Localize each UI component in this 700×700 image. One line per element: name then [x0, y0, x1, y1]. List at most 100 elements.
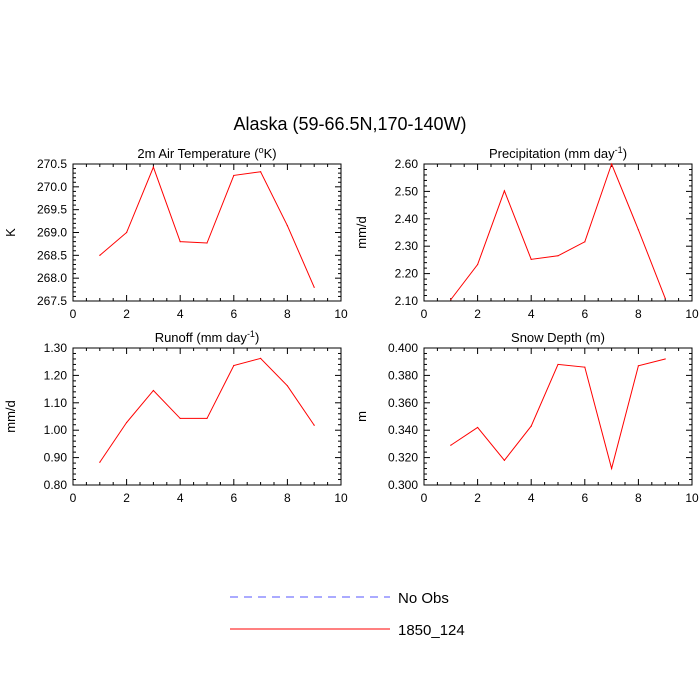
y-tick-label: 0.90: [44, 451, 68, 465]
data-point: [313, 424, 315, 426]
x-tick-label: 6: [581, 491, 588, 505]
legend-obs-label: No Obs: [398, 590, 449, 607]
y-axis-label: m: [354, 411, 369, 422]
x-tick-label: 2: [474, 491, 481, 505]
data-point: [450, 444, 452, 446]
y-tick-label: 1.00: [44, 423, 68, 437]
chart-panel-2: Precipitation (mm day-1) mm/d 0 2 4 6 8 10 2.10 2…: [354, 145, 699, 321]
x-tick-label: 8: [284, 491, 291, 505]
data-point: [584, 366, 586, 368]
data-point: [260, 171, 262, 173]
data-point: [152, 389, 154, 392]
legend-model-label: 1850_124: [398, 622, 465, 639]
chart-panels: 2m Air Temperature (oK) K 0 2 4 6 8 10 267.5 268.…: [3, 145, 699, 505]
panel-title-superscript: -1: [247, 329, 255, 339]
data-point: [637, 229, 640, 231]
y-tick-label: 0.400: [388, 341, 418, 355]
y-tick-label: 0.320: [388, 451, 418, 465]
data-point: [286, 225, 288, 227]
data-point: [206, 417, 208, 420]
legend: No Obs 1850_124: [230, 590, 465, 639]
data-point: [450, 299, 452, 301]
data-point: [206, 242, 208, 244]
panel-title: Runoff (mm day-1): [155, 329, 260, 345]
series-line-1: [450, 162, 666, 300]
y-axis-label: K: [3, 228, 18, 237]
y-tick-label: 1.30: [44, 341, 68, 355]
y-tick-label: 268.5: [37, 248, 67, 262]
data-point: [99, 461, 101, 463]
y-tick-label: 270.0: [37, 180, 67, 194]
x-tick-label: 10: [334, 491, 348, 505]
series-line-1: [99, 165, 315, 288]
y-axis-label: mm/d: [3, 400, 18, 433]
panel-title-superscript: o: [259, 145, 264, 155]
x-tick-label: 0: [421, 491, 428, 505]
y-tick-label: 2.30: [395, 239, 419, 253]
y-tick-label: 270.5: [37, 157, 67, 171]
data-point: [664, 358, 666, 360]
data-point: [286, 385, 288, 387]
plot-frame: [423, 163, 693, 302]
x-tick-label: 8: [284, 307, 291, 321]
data-point: [557, 363, 559, 366]
x-tick-label: 4: [177, 491, 184, 505]
x-tick-label: 6: [230, 491, 237, 505]
x-tick-label: 2: [123, 491, 130, 505]
data-point: [530, 425, 532, 427]
data-point: [503, 459, 505, 461]
y-tick-label: 269.0: [37, 226, 67, 240]
data-point: [233, 364, 235, 367]
data-point: [126, 421, 128, 424]
panel-title-main: 2m Air Temperature (: [137, 146, 259, 161]
y-tick-label: 268.0: [37, 271, 67, 285]
data-point: [557, 255, 559, 257]
data-point: [503, 190, 505, 192]
data-point: [152, 166, 154, 168]
x-tick-label: 4: [528, 307, 535, 321]
x-tick-label: 8: [635, 307, 642, 321]
x-tick-label: 10: [334, 307, 348, 321]
panel-title: 2m Air Temperature (oK): [137, 145, 276, 161]
y-tick-label: 267.5: [37, 294, 67, 308]
data-point: [664, 297, 666, 299]
x-tick-label: 0: [70, 491, 77, 505]
panel-title-end: ): [623, 146, 627, 161]
plot-frame: [423, 347, 693, 486]
y-tick-label: 0.380: [388, 368, 418, 382]
data-point: [477, 263, 479, 266]
series-line-1: [450, 358, 666, 471]
data-point: [179, 417, 181, 420]
x-tick-label: 2: [123, 307, 130, 321]
x-tick-label: 4: [177, 307, 184, 321]
y-tick-label: 1.20: [44, 368, 68, 382]
x-tick-label: 10: [685, 307, 699, 321]
x-tick-label: 4: [528, 491, 535, 505]
y-tick-label: 0.80: [44, 478, 68, 492]
data-point: [179, 241, 181, 243]
panel-title-main: Snow Depth (m): [511, 330, 605, 345]
x-tick-label: 6: [230, 307, 237, 321]
y-tick-label: 2.50: [395, 184, 419, 198]
y-tick-label: 0.340: [388, 423, 418, 437]
panel-title-end: ): [255, 330, 259, 345]
y-tick-label: 2.20: [395, 267, 419, 281]
data-point: [611, 163, 613, 165]
chart-panel-1: 2m Air Temperature (oK) K 0 2 4 6 8 10 267.5 268.…: [3, 145, 348, 321]
panel-title-main: Runoff (mm day: [155, 330, 248, 345]
data-point: [313, 286, 315, 288]
y-tick-label: 2.60: [395, 157, 419, 171]
panel-title: Snow Depth (m): [511, 330, 605, 345]
y-tick-label: 2.40: [395, 212, 419, 226]
panel-title-superscript: -1: [615, 145, 623, 155]
data-point: [530, 258, 532, 260]
data-point: [611, 467, 613, 470]
x-tick-label: 2: [474, 307, 481, 321]
data-point: [99, 254, 101, 256]
data-point: [584, 241, 586, 243]
x-tick-label: 8: [635, 491, 642, 505]
plot-frame: [72, 163, 342, 302]
series-line-1: [99, 357, 315, 463]
x-tick-label: 10: [685, 491, 699, 505]
y-tick-label: 1.10: [44, 396, 68, 410]
